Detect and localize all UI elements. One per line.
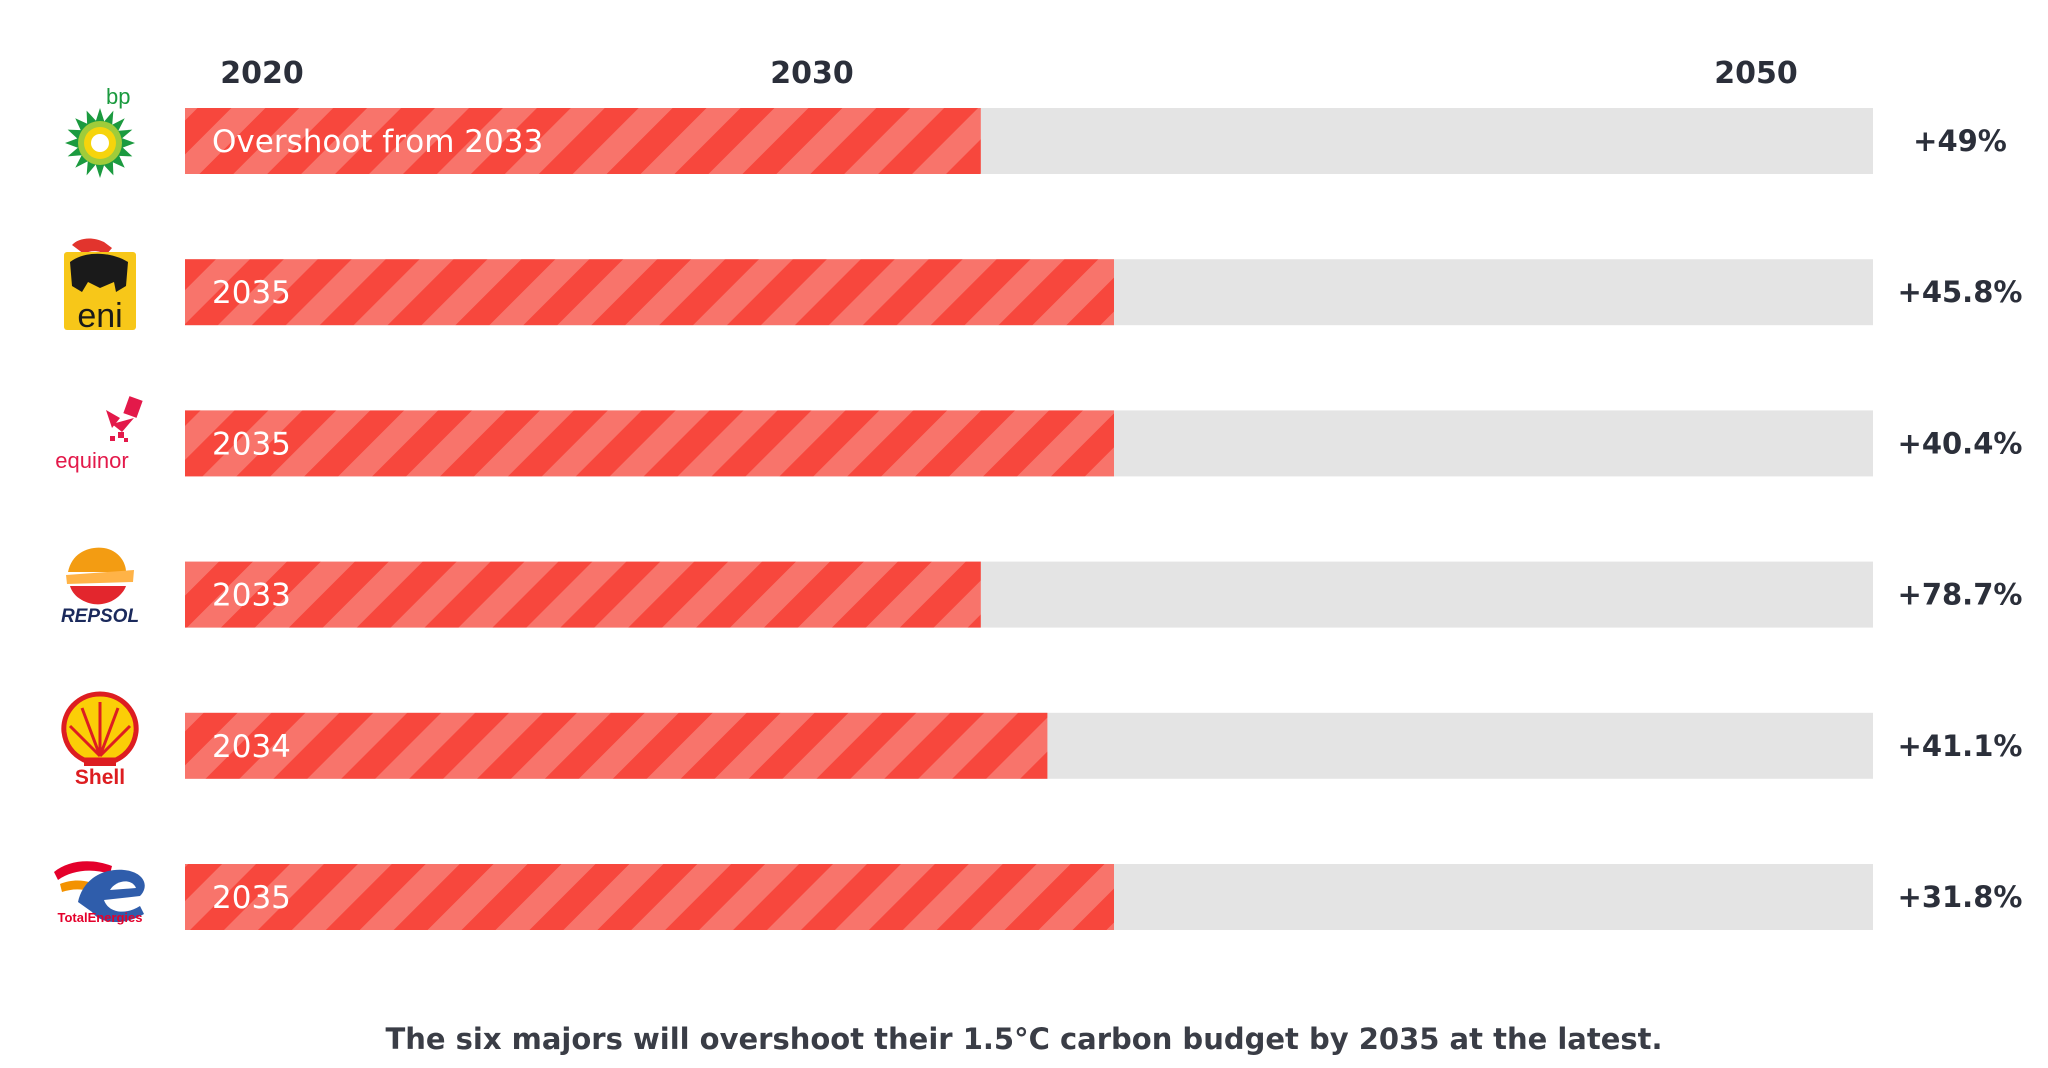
overshoot-bar [185,410,1114,477]
bar-label: 2034 [212,729,291,765]
overshoot-percent: +31.8% [1898,880,2023,914]
overshoot-percent: +45.8% [1898,275,2023,309]
shell-logo: Shell [61,691,139,789]
overshoot-bar [185,712,1048,779]
bar-label: 2035 [212,426,291,462]
tick-label: 2030 [770,56,854,91]
overshoot-bar [185,108,981,174]
overshoot-percent: +41.1% [1898,729,2023,763]
equinor-logo: equinor [55,396,143,473]
bar-label: 2035 [212,880,291,916]
svg-text:eni: eni [77,297,122,335]
overshoot-bar [185,259,1114,326]
svg-text:REPSOL: REPSOL [61,606,139,627]
svg-text:TotalEnergies: TotalEnergies [57,910,142,925]
overshoot-percent: +78.7% [1898,578,2023,612]
overshoot-percent: +40.4% [1898,426,2023,460]
tick-label: 2020 [220,56,304,91]
overshoot-bar [185,864,1114,930]
svg-text:Shell: Shell [75,766,125,789]
totalenergies-logo: TotalEnergies [54,861,145,925]
repsol-logo: REPSOL [61,547,139,627]
chart-caption: The six majors will overshoot their 1.5°… [385,1022,1663,1056]
bar-label: 2033 [212,578,291,614]
bar-label: 2035 [212,275,291,311]
svg-text:equinor: equinor [55,448,128,473]
tick-label: 2050 [1714,56,1798,91]
eni-logo: eni [64,238,136,335]
bp-logo: bp [65,84,135,178]
overshoot-bar [185,561,981,628]
bar-label: Overshoot from 2033 [212,124,543,160]
svg-text:bp: bp [106,84,130,109]
overshoot-percent: +49% [1913,124,2007,158]
